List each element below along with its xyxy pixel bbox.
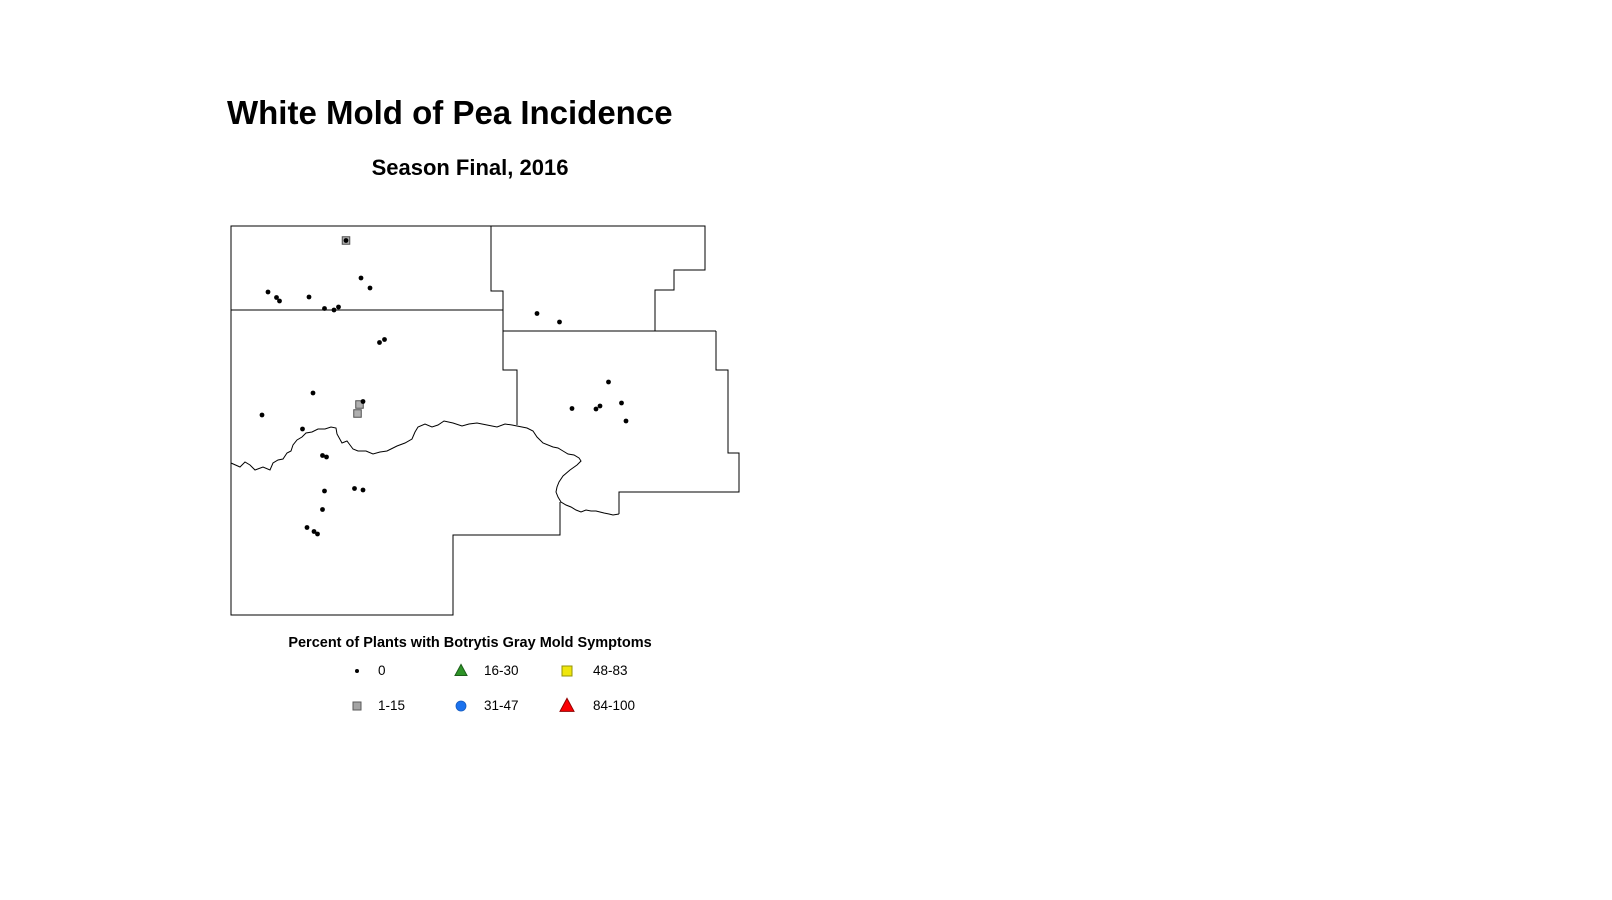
site-marker-square-1-15 (353, 409, 362, 418)
site-marker-dot-0 (322, 488, 327, 494)
county-boundary (490, 226, 518, 425)
site-marker-dot-0 (265, 289, 271, 295)
site-marker-dot-0 (352, 486, 357, 491)
site-marker-dot-0 (367, 285, 373, 291)
legend-marker-1-15 (347, 696, 367, 716)
square-marker-icon (352, 701, 362, 711)
legend-label-48-83: 48-83 (593, 663, 628, 678)
site-marker-dot-0 (277, 298, 282, 304)
site-marker-dot-0 (331, 307, 337, 313)
triangle-marker-icon (454, 663, 468, 677)
site-marker-dot-0 (259, 412, 265, 418)
legend-marker-48-83 (557, 661, 577, 681)
legend-marker-31-47 (451, 696, 471, 716)
site-marker-dot-0 (274, 295, 279, 300)
legend-marker-0 (347, 661, 367, 681)
site-marker-dot-0 (593, 406, 599, 412)
site-marker-dot-0 (324, 454, 329, 460)
site-marker-dot-0 (557, 319, 562, 325)
legend-label-84-100: 84-100 (593, 698, 636, 713)
site-marker-dot-0 (534, 311, 540, 316)
river-path (230, 420, 620, 516)
circle-marker-icon (455, 700, 467, 712)
figure-title: White Mold of Pea Incidence (227, 94, 673, 131)
river-line (230, 420, 620, 516)
legend-label-0: 0 (378, 663, 386, 678)
triangle-marker-icon (559, 697, 575, 712)
county-boundary (618, 331, 740, 514)
site-marker-dot-0 (623, 418, 629, 424)
site-marker-dot-0 (320, 507, 325, 512)
site-marker-dot-0 (619, 400, 624, 406)
county-boundary (230, 225, 706, 616)
legend-label-1-15: 1-15 (378, 698, 406, 713)
county-map (230, 225, 740, 616)
site-marker-dot-0 (377, 340, 382, 345)
legend-label-16-30: 16-30 (484, 663, 519, 678)
site-marker-dot-0 (306, 294, 312, 300)
county-boundaries (230, 225, 740, 616)
square-marker-icon (561, 665, 573, 677)
site-marker-dot-0 (360, 399, 366, 404)
survey-site-markers (259, 236, 629, 537)
site-marker-dot-0 (304, 525, 310, 530)
site-marker-dot-0 (569, 406, 575, 411)
site-marker-dot-0 (606, 379, 611, 385)
site-marker-dot-0 (358, 275, 364, 281)
site-marker-dot-0 (320, 453, 325, 458)
site-marker-dot-0 (315, 531, 320, 537)
legend-marker-84-100 (557, 696, 577, 716)
site-marker-dot-0 (597, 403, 603, 409)
site-marker-square-1-15 (355, 400, 364, 409)
site-marker-dot-0 (322, 306, 327, 311)
site-marker-dot-0 (336, 304, 341, 310)
site-marker-dot-0 (360, 487, 366, 493)
legend-title: Percent of Plants with Botrytis Gray Mol… (288, 635, 652, 651)
site-marker-dot-0 (311, 529, 317, 534)
legend-label-31-47: 31-47 (484, 698, 519, 713)
site-marker-dot-0 (343, 238, 349, 243)
site-marker-dot-0 (300, 426, 305, 432)
dot-marker-icon (355, 669, 359, 673)
figure-subtitle: Season Final, 2016 (371, 155, 569, 180)
legend-marker-16-30 (451, 661, 471, 681)
site-marker-dot-0 (382, 337, 387, 342)
site-marker-dot-0 (310, 390, 316, 396)
